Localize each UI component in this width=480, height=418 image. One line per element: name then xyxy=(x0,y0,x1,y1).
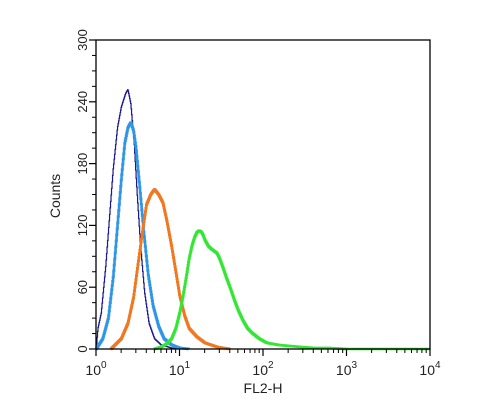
y-tick-label: 300 xyxy=(75,29,90,51)
x-tick-label: 102 xyxy=(252,360,274,378)
x-axis-label: FL2-H xyxy=(244,380,283,396)
y-tick-label: 0 xyxy=(75,345,90,352)
x-tick-label: 101 xyxy=(169,360,191,378)
series-layer xyxy=(95,89,430,351)
y-tick-label: 240 xyxy=(75,91,90,113)
x-tick-label: 100 xyxy=(85,360,107,378)
series-line-4 xyxy=(153,229,430,351)
series-line-3 xyxy=(109,188,231,351)
x-tick-label: 104 xyxy=(419,360,441,378)
x-tick-label: 103 xyxy=(336,360,358,378)
y-tick-label: 60 xyxy=(75,280,90,294)
x-axis: 100 101 102 103 104 xyxy=(85,349,441,378)
series-line-2 xyxy=(95,121,190,351)
y-axis: 0 60 120 180 240 300 xyxy=(75,29,96,353)
y-tick-label: 180 xyxy=(75,153,90,175)
y-axis-label: Counts xyxy=(47,174,63,218)
y-tick-label: 120 xyxy=(75,215,90,237)
